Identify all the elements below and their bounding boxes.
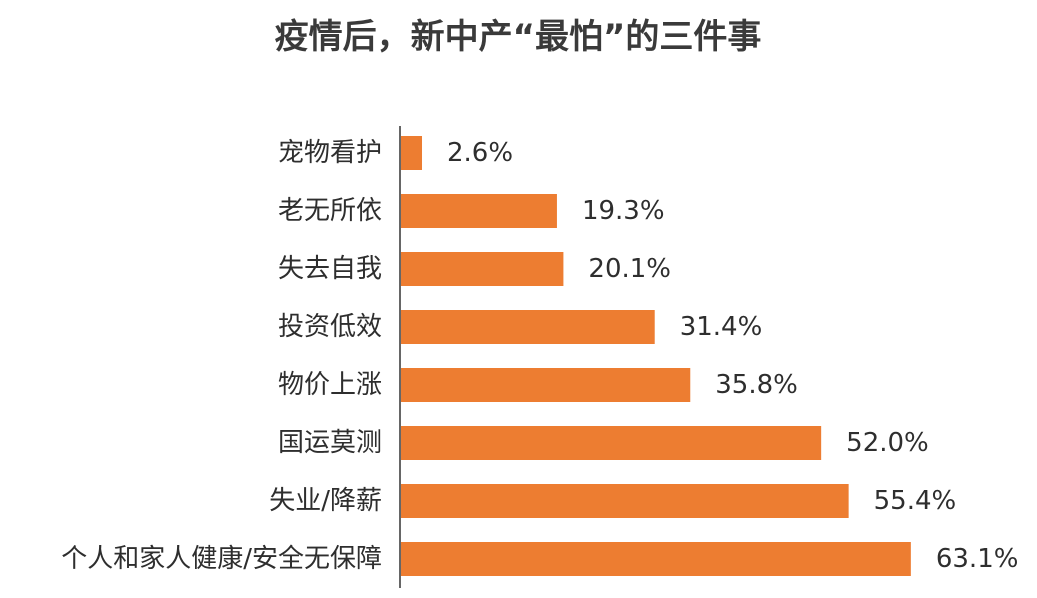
bar (401, 484, 849, 518)
category-label: 物价上涨 (278, 370, 382, 400)
category-label: 个人和家人健康/安全无保障 (61, 544, 382, 574)
category-label: 宠物看护 (278, 138, 382, 168)
chart-title: 疫情后，新中产“最怕”的三件事 (275, 17, 762, 57)
value-label: 55.4% (874, 486, 957, 516)
bar (401, 252, 564, 286)
category-label: 失去自我 (278, 254, 382, 284)
bar (401, 136, 423, 170)
bar (401, 426, 822, 460)
category-label: 投资低效 (278, 312, 382, 342)
bar (401, 194, 557, 228)
category-label: 国运莫测 (278, 428, 382, 458)
value-label: 35.8% (715, 370, 798, 400)
value-label: 2.6% (447, 138, 513, 168)
value-label: 31.4% (680, 312, 763, 342)
category-label: 老无所依 (278, 196, 382, 226)
value-label: 20.1% (588, 254, 671, 284)
value-label: 52.0% (846, 428, 929, 458)
bars-group: 宠物看护 2.6% 老无所依 19.3% 失去自我 20.1% 投资低效 31.4% 物价上涨 3… (61, 136, 1018, 576)
category-label: 失业/降薪 (269, 486, 382, 516)
bar (401, 542, 911, 576)
bar (401, 310, 655, 344)
bar (401, 368, 691, 402)
value-label: 19.3% (582, 196, 665, 226)
value-label: 63.1% (936, 544, 1019, 574)
